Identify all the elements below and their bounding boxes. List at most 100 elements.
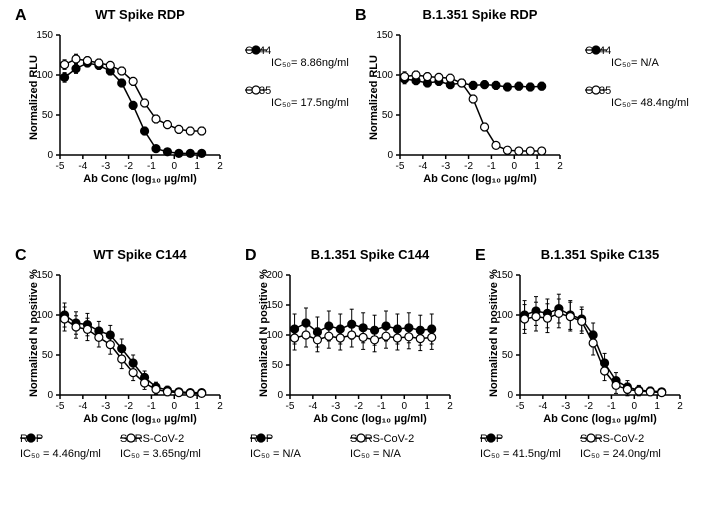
x-axis-label-E: Ab Conc (log₁₀ µg/ml) (520, 413, 680, 425)
svg-text:-4: -4 (78, 401, 87, 412)
svg-text:150: 150 (376, 30, 393, 41)
svg-text:-5: -5 (516, 401, 525, 412)
svg-text:-3: -3 (101, 401, 110, 412)
svg-text:1: 1 (424, 401, 430, 412)
svg-text:0: 0 (172, 161, 178, 172)
chart-E: 050100150-5-4-3-2-1012 (480, 265, 700, 435)
svg-text:-1: -1 (377, 401, 386, 412)
svg-text:-3: -3 (441, 161, 450, 172)
panel-label-C: C (15, 247, 27, 265)
legend-item-A-0: C144IC₅₀= 8.86ng/ml (245, 45, 349, 69)
legend-sub: IC₅₀ = N/A (250, 448, 301, 460)
legend-sub-E-1: IC₅₀ = 24.0ng/ml (580, 448, 661, 460)
svg-text:-2: -2 (584, 401, 593, 412)
svg-text:-5: -5 (286, 401, 295, 412)
svg-text:-2: -2 (124, 401, 133, 412)
svg-text:0: 0 (47, 390, 53, 401)
legend-sub-C-1: IC₅₀ = 3.65ng/ml (120, 448, 201, 460)
panel-label-B: B (355, 7, 367, 25)
chart-C: 050100150-5-4-3-2-1012 (20, 265, 240, 435)
svg-text:1: 1 (534, 161, 540, 172)
x-axis-label-B: Ab Conc (log₁₀ µg/ml) (400, 173, 560, 185)
legend-sub: IC₅₀ = 4.46ng/ml (20, 448, 101, 460)
svg-text:50: 50 (42, 350, 54, 361)
panel-label-A: A (15, 7, 27, 25)
svg-text:-3: -3 (331, 401, 340, 412)
y-axis-label-E: Normalized N positive % (488, 269, 500, 397)
svg-text:-1: -1 (147, 161, 156, 172)
svg-text:-5: -5 (56, 401, 65, 412)
chart-D: 050100150200-5-4-3-2-1012 (250, 265, 470, 435)
svg-text:1: 1 (194, 161, 200, 172)
svg-text:-3: -3 (101, 161, 110, 172)
legend-item-B-0: C144IC₅₀= N/A (585, 45, 659, 69)
x-axis-label-C: Ab Conc (log₁₀ µg/ml) (60, 413, 220, 425)
y-axis-label-B: Normalized RLU (368, 55, 380, 140)
legend-sub: IC₅₀= N/A (611, 57, 659, 69)
legend-item-D-0: RDP (250, 433, 273, 445)
legend-item-D-1: SARS-CoV-2 (350, 433, 414, 445)
legend-item-A-1: C135IC₅₀= 17.5ng/ml (245, 85, 349, 109)
svg-text:-5: -5 (56, 161, 65, 172)
svg-text:-2: -2 (124, 161, 133, 172)
x-axis-label-D: Ab Conc (log₁₀ µg/ml) (290, 413, 450, 425)
svg-text:2: 2 (447, 401, 453, 412)
svg-text:50: 50 (42, 110, 54, 121)
svg-text:2: 2 (557, 161, 563, 172)
svg-text:-4: -4 (418, 161, 427, 172)
svg-text:-2: -2 (354, 401, 363, 412)
svg-text:-4: -4 (78, 161, 87, 172)
legend-sub: IC₅₀= 8.86ng/ml (271, 57, 349, 69)
legend-item-C-0: RDP (20, 433, 43, 445)
legend-sub-D-1: IC₅₀ = N/A (350, 448, 401, 460)
chart-title-D: B.1.351 Spike C144 (280, 247, 460, 262)
chart-title-C: WT Spike C144 (50, 247, 230, 262)
svg-text:150: 150 (36, 30, 53, 41)
y-axis-label-D: Normalized N positive % (258, 269, 270, 397)
legend-sub: IC₅₀= 48.4ng/ml (611, 97, 689, 109)
svg-text:-4: -4 (308, 401, 317, 412)
chart-title-E: B.1.351 Spike C135 (510, 247, 690, 262)
x-axis-label-A: Ab Conc (log₁₀ µg/ml) (60, 173, 220, 185)
svg-text:2: 2 (677, 401, 683, 412)
svg-text:0: 0 (632, 401, 638, 412)
legend-sub-C-0: IC₅₀ = 4.46ng/ml (20, 448, 101, 460)
chart-title-B: B.1.351 Spike RDP (390, 7, 570, 22)
svg-text:2: 2 (217, 161, 223, 172)
legend-item-E-0: RDP (480, 433, 503, 445)
svg-text:-1: -1 (147, 401, 156, 412)
svg-text:0: 0 (172, 401, 178, 412)
chart-title-A: WT Spike RDP (50, 7, 230, 22)
legend-sub: IC₅₀ = 41.5ng/ml (480, 448, 561, 460)
svg-text:-3: -3 (561, 401, 570, 412)
legend-item-C-1: SARS-CoV-2 (120, 433, 184, 445)
panel-label-E: E (475, 247, 486, 265)
svg-text:0: 0 (387, 150, 393, 161)
legend-sub-E-0: IC₅₀ = 41.5ng/ml (480, 448, 561, 460)
legend-sub: IC₅₀= 17.5ng/ml (271, 97, 349, 109)
y-axis-label-C: Normalized N positive % (28, 269, 40, 397)
panel-label-D: D (245, 247, 257, 265)
svg-text:-4: -4 (538, 401, 547, 412)
svg-text:0: 0 (402, 401, 408, 412)
chart-B: 050100150-5-4-3-2-1012 (360, 25, 580, 195)
svg-text:-5: -5 (396, 161, 405, 172)
legend-sub-D-0: IC₅₀ = N/A (250, 448, 301, 460)
svg-text:0: 0 (507, 390, 513, 401)
legend-item-E-1: SARS-CoV-2 (580, 433, 644, 445)
svg-text:-1: -1 (487, 161, 496, 172)
svg-text:1: 1 (654, 401, 660, 412)
svg-text:0: 0 (512, 161, 518, 172)
svg-text:2: 2 (217, 401, 223, 412)
svg-text:-1: -1 (607, 401, 616, 412)
svg-text:0: 0 (47, 150, 53, 161)
legend-sub: IC₅₀ = 24.0ng/ml (580, 448, 661, 460)
svg-text:50: 50 (382, 110, 394, 121)
svg-text:50: 50 (502, 350, 514, 361)
y-axis-label-A: Normalized RLU (28, 55, 40, 140)
svg-text:-2: -2 (464, 161, 473, 172)
legend-item-B-1: C135IC₅₀= 48.4ng/ml (585, 85, 689, 109)
legend-sub: IC₅₀ = N/A (350, 448, 401, 460)
chart-A: 050100150-5-4-3-2-1012 (20, 25, 240, 195)
svg-text:1: 1 (194, 401, 200, 412)
